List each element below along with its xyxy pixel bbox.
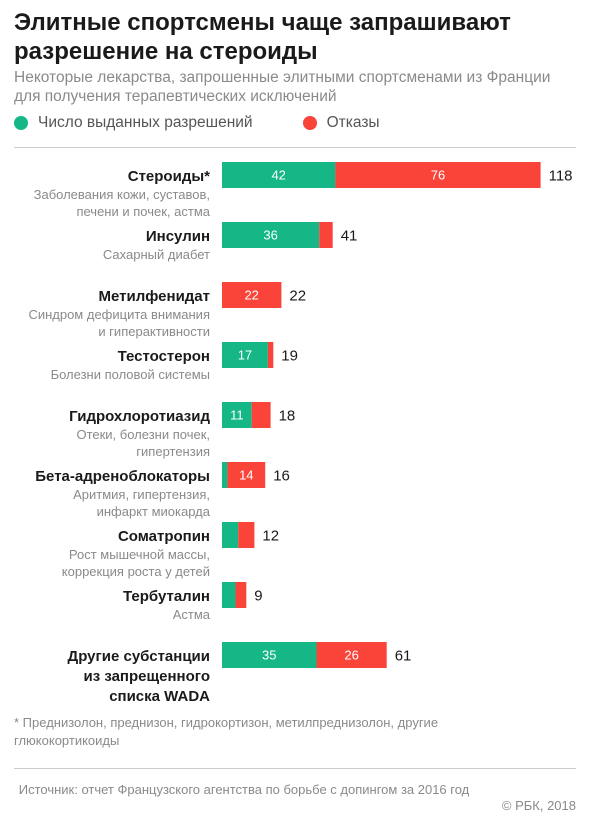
bar-total-label: 118 <box>549 168 573 185</box>
bar-approved <box>222 162 336 188</box>
legend: Число выданных разрешений Отказы <box>14 114 380 132</box>
bar-value-label: 35 <box>262 648 276 663</box>
bar-row: Стероиды* Заболевания кожи, суставов, пече… <box>34 162 573 219</box>
bar-row: Гидрохлоротиазид Отеки, болезни почек, гип… <box>69 402 295 459</box>
bar-denied <box>316 642 387 668</box>
bar-row: Бета-адреноблокаторы Аритмия, гипертензия… <box>35 462 290 519</box>
bar-approved <box>222 522 239 548</box>
bottom-divider <box>14 768 576 769</box>
bar-denied <box>227 462 266 488</box>
legend-swatch-approved <box>14 116 28 130</box>
category-label: Стероиды* <box>128 168 210 185</box>
bar-total-label: 12 <box>262 528 279 545</box>
category-description: Синдром дефицита внимания <box>28 307 210 322</box>
bar-total-label: 9 <box>254 588 262 605</box>
bar-total-label: 41 <box>341 228 358 245</box>
bar-value-label: 76 <box>431 168 445 183</box>
bar-denied <box>335 162 541 188</box>
category-description: и гиперактивности <box>98 324 210 339</box>
legend-label-approved: Число выданных разрешений <box>38 114 253 131</box>
bar-denied <box>238 522 255 548</box>
bar-value-label: 11 <box>230 408 244 423</box>
legend-item-denied: Отказы <box>302 114 380 132</box>
bar-row: Тестостерон Болезни половой системы 17 19 <box>51 342 298 382</box>
bar-row: Соматропин Рост мышечной массы, коррекция … <box>62 522 279 579</box>
category-description: Аритмия, гипертензия, <box>73 487 210 502</box>
category-description: Отеки, болезни почек, <box>76 427 210 442</box>
bar-total-label: 22 <box>289 288 306 305</box>
legend-label-denied: Отказы <box>326 114 380 131</box>
category-label: из запрещенного <box>83 668 210 685</box>
bar-denied <box>235 582 247 608</box>
bar-denied <box>222 282 282 308</box>
bar-approved <box>222 342 268 368</box>
bar-approved <box>222 642 317 668</box>
bar-total-label: 18 <box>279 408 296 425</box>
bar-value-label: 22 <box>244 288 258 303</box>
category-label: Тербуталин <box>123 588 210 605</box>
category-label: Бета-адреноблокаторы <box>35 468 210 485</box>
bar-denied <box>251 402 271 428</box>
category-description: Болезни половой системы <box>51 367 210 382</box>
category-label: Метилфенидат <box>99 288 211 305</box>
legend-item-approved: Число выданных разрешений <box>14 114 253 132</box>
category-description: коррекция роста у детей <box>62 564 210 579</box>
category-description: гипертензия <box>136 444 210 459</box>
bar-value-label: 26 <box>344 648 358 663</box>
category-description: инфаркт миокарда <box>97 504 211 519</box>
bar-approved <box>222 222 320 248</box>
bar-approved <box>222 402 252 428</box>
bar-approved <box>222 582 236 608</box>
source-note: Источник: отчет Французского агентства п… <box>18 782 470 797</box>
category-label: Другие субстанции <box>68 648 210 665</box>
footnote: * Преднизолон, преднизон, гидрокортизон,… <box>14 715 439 748</box>
bar-row: Инсулин Сахарный диабет 36 41 <box>103 222 357 262</box>
category-description: Астма <box>173 607 211 622</box>
category-label: Инсулин <box>146 228 210 245</box>
bar-total-label: 16 <box>273 468 290 485</box>
category-description: Заболевания кожи, суставов, <box>34 187 210 202</box>
category-label: Тестостерон <box>118 348 210 365</box>
category-label: Соматропин <box>118 528 210 545</box>
bar-row: Другие субстанции из запрещенного списка W… <box>68 642 412 705</box>
bar-denied <box>267 342 274 368</box>
category-description: Рост мышечной массы, <box>69 547 210 562</box>
chart-subtitle: Некоторые лекарства, запрошенные элитным… <box>14 69 551 105</box>
bar-total-label: 61 <box>395 648 412 665</box>
bar-value-label: 36 <box>263 228 277 243</box>
category-label: Гидрохлоротиазид <box>69 408 210 425</box>
bar-denied <box>319 222 333 248</box>
category-label: списка WADA <box>109 688 210 705</box>
bar-chart: Стероиды* Заболевания кожи, суставов, пече… <box>28 162 573 705</box>
chart-title: Элитные спортсмены чаще запрашивают разр… <box>14 9 511 65</box>
top-divider <box>14 147 576 148</box>
bar-total-label: 19 <box>281 348 298 365</box>
bar-row: Метилфенидат Синдром дефицита внимания и г… <box>28 282 306 339</box>
bar-approved <box>222 462 228 488</box>
bar-row: Тербуталин Астма 9 <box>123 582 263 622</box>
bar-value-label: 42 <box>271 168 285 183</box>
copyright: © РБК, 2018 <box>501 798 576 813</box>
bar-value-label: 17 <box>238 348 252 363</box>
category-description: Сахарный диабет <box>103 247 210 262</box>
category-description: печени и почек, астма <box>76 204 210 219</box>
bar-value-label: 14 <box>239 468 253 483</box>
legend-swatch-denied <box>302 116 317 130</box>
